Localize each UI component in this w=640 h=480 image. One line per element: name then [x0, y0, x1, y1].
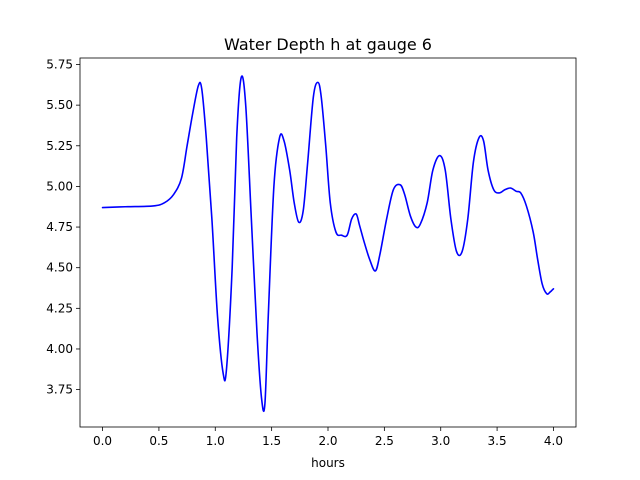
plot-area — [101, 75, 555, 413]
y-tick-label: 5.50 — [46, 98, 73, 112]
y-axis: 3.75 4.00 4.25 4.50 4.75 5.00 5.25 5.50 5.75 — [46, 58, 80, 397]
y-tick-label: 5.00 — [46, 179, 73, 193]
y-tick-label: 4.25 — [46, 301, 73, 315]
x-tick-label: 2.5 — [375, 434, 394, 448]
x-tick-label: 1.5 — [262, 434, 281, 448]
x-tick-label: 4.0 — [544, 434, 563, 448]
y-tick-label: 4.75 — [46, 220, 73, 234]
y-tick-label: 4.00 — [46, 342, 73, 356]
x-tick-label: 2.0 — [318, 434, 337, 448]
chart-title: Water Depth h at gauge 6 — [224, 35, 432, 54]
axes-frame — [79, 57, 577, 428]
x-tick-label: 0.5 — [149, 434, 168, 448]
x-axis: 0.0 0.5 1.0 1.5 2.0 2.5 3.0 3.5 4.0 — [93, 427, 563, 448]
x-tick-label: 0.0 — [93, 434, 112, 448]
series-line — [101, 75, 555, 413]
x-tick-label: 3.5 — [488, 434, 507, 448]
x-tick-label: 1.0 — [206, 434, 225, 448]
y-tick-label: 5.25 — [46, 139, 73, 153]
x-tick-label: 3.0 — [431, 434, 450, 448]
y-tick-label: 5.75 — [46, 58, 73, 72]
y-tick-label: 3.75 — [46, 383, 73, 397]
y-tick-label: 4.50 — [46, 261, 73, 275]
x-axis-label: hours — [311, 456, 345, 470]
